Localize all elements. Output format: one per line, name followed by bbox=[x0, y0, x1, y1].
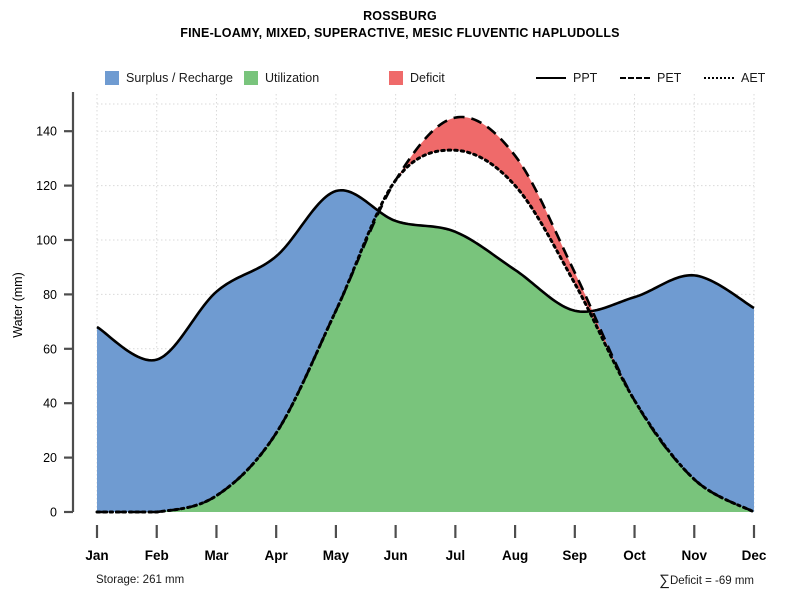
legend-item-aet[interactable]: AET bbox=[704, 68, 765, 88]
x-tick-label-jul: Jul bbox=[446, 548, 466, 563]
chart-legend: Surplus / Recharge Utilization Deficit PPT P… bbox=[0, 68, 800, 88]
chart-title: ROSSBURG FINE-LOAMY, MIXED, SUPERACTIVE,… bbox=[0, 8, 800, 42]
x-tick-label-dec: Dec bbox=[742, 548, 767, 563]
y-tick-label: 20 bbox=[43, 451, 57, 465]
y-tick-label: 60 bbox=[43, 342, 57, 356]
x-tick-label-mar: Mar bbox=[204, 548, 229, 563]
legend-label: Surplus / Recharge bbox=[126, 71, 234, 85]
band-deficit bbox=[398, 117, 633, 397]
storage-annotation: Storage: 261 mm bbox=[96, 574, 185, 586]
y-tick-label: 100 bbox=[36, 234, 57, 248]
deficit-annotation: ∑Deficit = -69 mm bbox=[659, 572, 754, 589]
series-lines bbox=[95, 115, 756, 514]
legend-line-icon bbox=[704, 71, 734, 85]
legend-label: Deficit bbox=[410, 71, 445, 85]
y-axis-ticks: 0 20 40 60 80 100 120 140 bbox=[36, 125, 73, 520]
y-axis-label: Water (mm) bbox=[11, 272, 25, 338]
legend-item-ppt[interactable]: PPT bbox=[536, 68, 597, 88]
legend-item-pet[interactable]: PET bbox=[620, 68, 681, 88]
y-tick-label: 80 bbox=[43, 288, 57, 302]
x-tick-label-aug: Aug bbox=[502, 548, 528, 563]
legend-label: PET bbox=[657, 71, 682, 85]
sigma-symbol: ∑ bbox=[659, 572, 670, 589]
legend-label: AET bbox=[741, 71, 766, 85]
legend-label: PPT bbox=[573, 71, 598, 85]
x-tick-label-jun: Jun bbox=[384, 548, 408, 563]
legend-line-icon bbox=[620, 71, 650, 85]
legend-swatch-icon bbox=[105, 71, 119, 85]
legend-item-deficit[interactable]: Deficit bbox=[389, 68, 445, 88]
x-tick-label-sep: Sep bbox=[562, 548, 587, 563]
x-tick-label-apr: Apr bbox=[265, 548, 289, 563]
deficit-annotation-text: Deficit = -69 mm bbox=[669, 575, 754, 587]
x-tick-label-jan: Jan bbox=[85, 548, 108, 563]
legend-item-surplus-recharge[interactable]: Surplus / Recharge bbox=[105, 68, 233, 88]
band-utilization bbox=[97, 211, 754, 512]
band-surplus-recharge bbox=[594, 275, 754, 512]
x-tick-label-feb: Feb bbox=[145, 548, 169, 563]
legend-line-icon bbox=[536, 71, 566, 85]
legend-item-utilization[interactable]: Utilization bbox=[244, 68, 319, 88]
x-axis-ticks: Jan Feb Mar Apr May Jun Jul Aug Sep Oct Nov Dec bbox=[85, 525, 767, 563]
legend-swatch-icon bbox=[389, 71, 403, 85]
series-line-aet bbox=[95, 148, 756, 514]
legend-swatch-icon bbox=[244, 71, 258, 85]
x-tick-label-nov: Nov bbox=[682, 548, 708, 563]
y-tick-label: 120 bbox=[36, 179, 57, 193]
title-line-secondary: FINE-LOAMY, MIXED, SUPERACTIVE, MESIC FL… bbox=[180, 26, 620, 40]
y-tick-label: 0 bbox=[50, 506, 57, 520]
area-bands bbox=[97, 117, 754, 512]
series-line-ppt bbox=[96, 188, 755, 362]
y-tick-label: 140 bbox=[36, 125, 57, 139]
legend-label: Utilization bbox=[265, 71, 320, 85]
y-tick-label: 40 bbox=[43, 397, 57, 411]
x-tick-label-may: May bbox=[323, 548, 350, 563]
x-tick-label-oct: Oct bbox=[623, 548, 646, 563]
title-line-primary: ROSSBURG bbox=[363, 9, 437, 23]
band-surplus-recharge bbox=[97, 190, 379, 512]
